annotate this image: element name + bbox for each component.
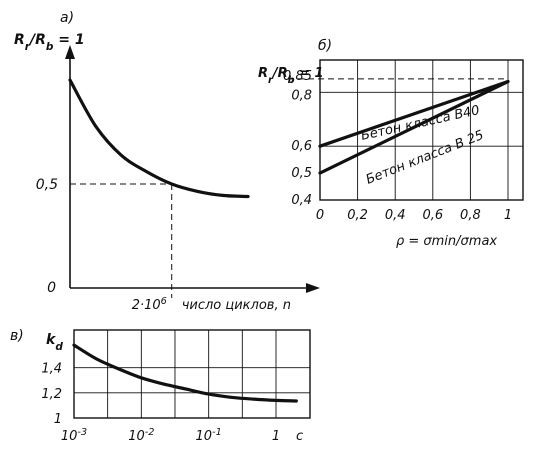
y-tick-label: 0,6 (291, 139, 312, 154)
y-axis-arrow (65, 45, 75, 59)
x-tick-label: 2·106 (132, 296, 167, 314)
curve-endurance (68, 78, 250, 199)
panel-label: б) (318, 38, 332, 54)
x-tick-label: 1 (504, 208, 512, 223)
panel-label: а) (60, 10, 74, 26)
x-tick-label: 0,6 (422, 208, 443, 223)
y-tick-label: 0,85 (283, 69, 312, 84)
y-tick-label: 0,5 (291, 166, 312, 181)
x-axis-label: число циклов, n (182, 298, 291, 313)
x-tick-label: 10-3 (61, 427, 87, 445)
y-axis-label: Rr/Rb = 1 (14, 32, 85, 53)
x-axis-label: c (296, 429, 303, 444)
x-axis-arrow (306, 283, 320, 293)
line-series-1 (318, 79, 510, 148)
plot-frame (319, 59, 524, 201)
y-tick-label: 1 (54, 412, 62, 427)
x-tick-label: 0,4 (385, 208, 406, 223)
x-tick-label: 10-2 (128, 427, 154, 445)
x-axis-label: ρ = σmin/σmax (396, 234, 497, 249)
x-tick-label: 0 (316, 208, 324, 223)
y-tick-label: 0,4 (291, 193, 312, 208)
y-axis-label: Rr/Rb = 1 (258, 66, 324, 86)
y-tick-label: 1,2 (41, 387, 62, 402)
line-series-2 (318, 79, 510, 175)
curve-kd (72, 343, 298, 403)
x-tick-label: 0,2 (347, 208, 368, 223)
y-tick-label: 1,4 (41, 362, 62, 377)
x-tick-label: 10-1 (196, 427, 222, 445)
x-tick-label: 1 (272, 429, 280, 444)
panel-label: в) (10, 328, 24, 344)
y-axis-label: kd (46, 332, 63, 353)
y-tick-label: 0,5 (36, 177, 58, 193)
y-tick-label: 0 (47, 280, 56, 296)
y-tick-label: 0,8 (291, 88, 312, 103)
panel-a: а) Rr/Rb = 1 0,5 0 2·106 число циклов, n (14, 10, 320, 313)
x-tick-label: 0,8 (460, 208, 481, 223)
plot-frame (73, 329, 311, 419)
